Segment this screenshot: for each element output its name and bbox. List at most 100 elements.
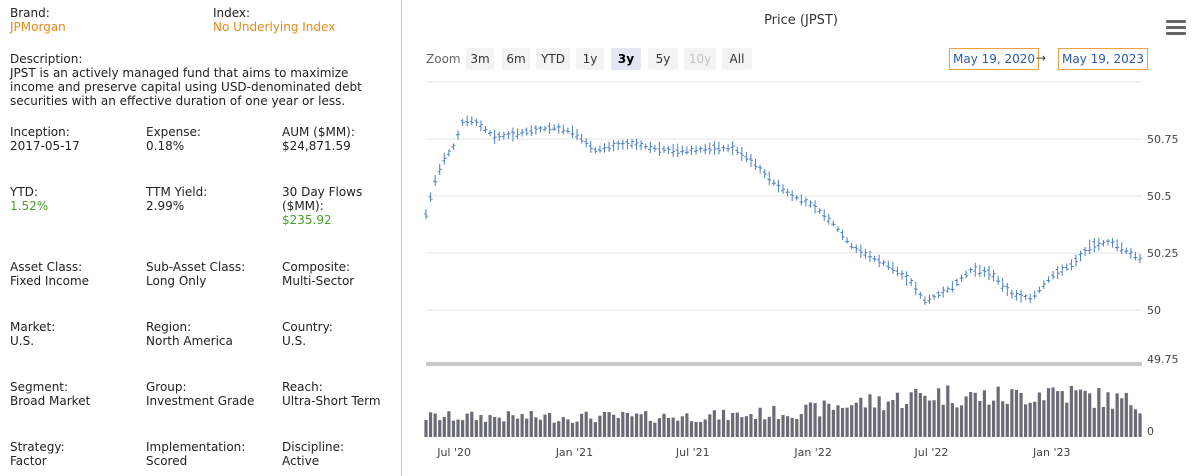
volume-bar xyxy=(1129,405,1133,437)
volume-bar xyxy=(978,401,982,437)
y-tick-label: 50.25 xyxy=(1147,247,1179,260)
volume-bar xyxy=(721,409,726,437)
volume-bar xyxy=(488,415,492,437)
sub-asset-class-value: Long Only xyxy=(146,274,207,288)
volume-bar xyxy=(1115,393,1119,437)
volume-bar xyxy=(859,397,863,437)
volume-bar xyxy=(1083,390,1087,437)
volume-bar xyxy=(905,404,909,437)
volume-bar xyxy=(662,413,666,437)
volume-bar xyxy=(882,410,886,437)
volume-bar xyxy=(776,419,781,437)
asset-class-value: Fixed Income xyxy=(10,274,90,288)
range-from-input[interactable]: May 19, 2020 xyxy=(949,48,1040,70)
strategy-value: Factor xyxy=(10,454,47,468)
volume-bar xyxy=(502,421,506,437)
zoom-button-all[interactable]: All xyxy=(722,48,752,70)
volume-bar xyxy=(731,412,735,437)
volume-bar xyxy=(1037,392,1041,437)
group-label: Group: xyxy=(146,380,187,394)
volume-bar xyxy=(547,412,552,437)
volume-bar xyxy=(868,394,872,437)
volume-bar xyxy=(506,411,510,437)
zoom-button-3m[interactable]: 3m xyxy=(466,48,494,70)
volume-bar xyxy=(1101,406,1106,437)
volume-bar xyxy=(680,416,684,437)
zoom-label: Zoom xyxy=(426,52,461,66)
volume-bar xyxy=(442,417,446,437)
market-value: U.S. xyxy=(10,334,35,348)
segment-label: Segment: xyxy=(10,380,69,394)
volume-bar xyxy=(616,417,620,437)
zoom-button-5y[interactable]: 5y xyxy=(648,48,678,70)
index-value[interactable]: No Underlying Index xyxy=(213,20,336,34)
volume-bar xyxy=(1097,388,1101,437)
volume-bar xyxy=(790,417,794,437)
volume-bar xyxy=(1088,393,1092,437)
volume-bar xyxy=(589,418,593,437)
volume-bar xyxy=(703,419,707,437)
volume-bar xyxy=(474,420,478,437)
volume-bar xyxy=(689,421,694,437)
volume-bar xyxy=(1060,391,1064,437)
volume-bar xyxy=(515,418,520,437)
zoom-button-ytd[interactable]: YTD xyxy=(536,48,570,70)
volume-bar xyxy=(538,419,543,437)
volume-bar xyxy=(1078,389,1083,437)
volume-bar xyxy=(639,414,643,437)
volume-bar xyxy=(1051,387,1055,437)
volume-bar xyxy=(511,415,515,437)
volume-bar xyxy=(1065,402,1069,437)
volume-bar xyxy=(1010,389,1014,437)
discipline-label: Discipline: xyxy=(282,440,345,454)
volume-bar xyxy=(543,414,547,437)
volume-bar xyxy=(772,405,776,437)
composite-field: Composite: Multi-Sector xyxy=(282,260,354,288)
volume-bar xyxy=(996,386,1000,437)
volume-bar xyxy=(991,400,996,437)
volume-bar xyxy=(1028,402,1032,437)
x-tick-label: Jan '21 xyxy=(555,446,593,459)
zoom-button-3y[interactable]: 3y xyxy=(611,48,641,70)
volume-bar xyxy=(621,411,625,437)
hamburger-menu-icon[interactable] xyxy=(1166,20,1186,36)
fund-info-panel: Brand: JPMorgan Index: No Underlying Ind… xyxy=(0,0,400,476)
ytd-label: YTD: xyxy=(10,185,38,199)
volume-bar xyxy=(644,410,648,437)
volume-bar xyxy=(607,412,611,437)
ytd-field: YTD: 1.52% xyxy=(10,185,48,213)
range-to-input[interactable]: May 19, 2023 xyxy=(1058,48,1149,70)
aum-value: $24,871.59 xyxy=(282,139,351,153)
flows-field: 30 Day Flows ($MM): $235.92 xyxy=(282,185,392,227)
volume-bar xyxy=(461,420,465,437)
implementation-value: Scored xyxy=(146,454,188,468)
volume-bar xyxy=(1069,385,1073,437)
expense-field: Expense: 0.18% xyxy=(146,125,201,153)
country-field: Country: U.S. xyxy=(282,320,333,348)
volume-bar xyxy=(1092,407,1096,437)
volume-bar xyxy=(717,419,721,437)
volume-bar xyxy=(479,415,483,437)
region-value: North America xyxy=(146,334,233,348)
volume-bar xyxy=(914,388,918,437)
volume-bar xyxy=(428,412,433,437)
y-tick-label: 50.75 xyxy=(1147,133,1179,146)
volume-bar xyxy=(818,416,822,437)
volume-bar xyxy=(671,417,675,437)
volume-bar xyxy=(1133,409,1138,437)
volume-bar xyxy=(822,400,826,437)
volume-bar xyxy=(932,400,936,437)
x-tick-label: Jul '22 xyxy=(914,446,949,459)
zoom-button-6m[interactable]: 6m xyxy=(502,48,530,70)
zoom-button-1y[interactable]: 1y xyxy=(576,48,604,70)
brand-value[interactable]: JPMorgan xyxy=(10,20,66,34)
volume-bar xyxy=(1056,391,1060,437)
volume-bar xyxy=(767,416,771,437)
group-field: Group: Investment Grade xyxy=(146,380,254,408)
range-arrow: → xyxy=(1036,51,1047,65)
y-tick-label: 50 xyxy=(1147,304,1161,317)
volume-bar xyxy=(676,420,680,437)
volume-bar xyxy=(424,419,428,437)
volume-bar xyxy=(575,421,579,437)
description-field: Description: JPST is an actively managed… xyxy=(10,52,390,108)
